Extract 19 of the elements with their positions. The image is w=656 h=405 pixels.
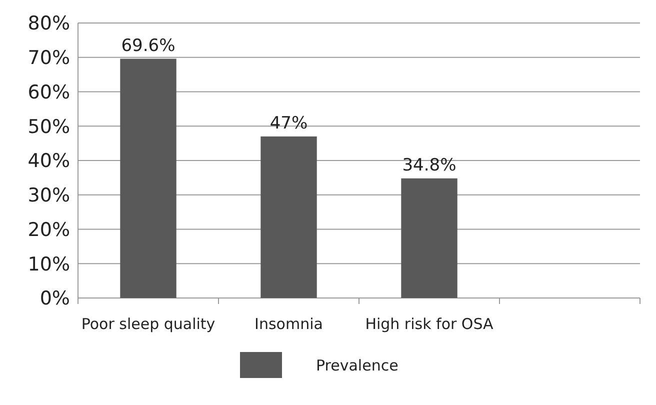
- legend-label: Prevalence: [316, 356, 398, 374]
- data-label: 47%: [270, 113, 308, 134]
- y-tick-label: 30%: [28, 184, 70, 207]
- y-tick-label: 10%: [28, 253, 70, 276]
- x-tick-label: Poor sleep quality: [81, 315, 216, 333]
- data-label: 69.6%: [121, 36, 176, 56]
- y-tick-label: 80%: [28, 12, 70, 35]
- y-tick-label: 40%: [28, 150, 70, 172]
- data-label: 34.8%: [402, 155, 456, 176]
- y-tick-label: 50%: [28, 116, 70, 138]
- x-tick-label: High risk for OSA: [365, 315, 494, 333]
- x-tick-label: Insomnia: [254, 315, 323, 333]
- bar: [401, 178, 458, 298]
- bar: [120, 58, 176, 298]
- bar: [260, 136, 317, 298]
- y-tick-label: 60%: [28, 81, 70, 104]
- y-tick-label: 70%: [28, 47, 70, 70]
- y-tick-label: 20%: [28, 218, 70, 241]
- y-tick-label: 0%: [40, 288, 70, 310]
